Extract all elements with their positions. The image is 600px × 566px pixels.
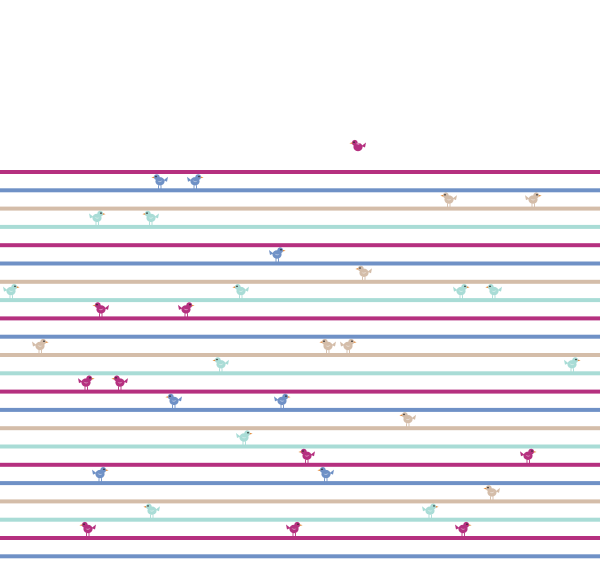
perched-bird-icon: [453, 284, 470, 299]
flying-bird-icon: [349, 138, 366, 152]
perched-bird-icon: [92, 467, 109, 482]
perched-bird-icon: [440, 192, 457, 208]
stripe-blue: [0, 261, 600, 266]
stripe-blue: [0, 481, 600, 486]
stripes: [0, 170, 600, 559]
stripe-mint: [0, 298, 600, 303]
birds: [3, 138, 581, 537]
stripe-magenta: [0, 316, 600, 321]
stripe-tan: [0, 279, 600, 284]
stripe-magenta: [0, 389, 600, 394]
perched-bird-icon: [286, 521, 303, 537]
perched-bird-icon: [422, 503, 439, 519]
stripe-blue: [0, 554, 600, 559]
perched-bird-icon: [151, 174, 168, 189]
stripe-mint: [0, 224, 600, 229]
perched-bird-icon: [92, 302, 109, 317]
perched-bird-icon: [187, 174, 204, 189]
perched-bird-icon: [212, 357, 229, 372]
perched-bird-icon: [317, 467, 334, 482]
perched-bird-icon: [564, 357, 581, 372]
perched-bird-icon: [143, 503, 160, 519]
perched-bird-icon: [483, 485, 500, 500]
perched-bird-icon: [89, 210, 106, 226]
stripe-blue: [0, 334, 600, 339]
stripe-blue: [0, 188, 600, 193]
stripe-tan: [0, 499, 600, 504]
perched-bird-icon: [298, 448, 315, 464]
stripe-mint: [0, 444, 600, 449]
perched-bird-icon: [355, 265, 372, 281]
perched-bird-icon: [232, 284, 249, 299]
perched-bird-icon: [525, 192, 542, 208]
perched-bird-icon: [178, 302, 195, 317]
stripe-tan: [0, 353, 600, 357]
perched-bird-icon: [79, 521, 96, 537]
perched-bird-icon: [236, 430, 253, 445]
stripe-tan: [0, 206, 600, 211]
stripe-magenta: [0, 462, 600, 467]
perched-bird-icon: [78, 375, 95, 391]
perched-bird-icon: [274, 393, 291, 409]
perched-bird-icon: [319, 338, 336, 354]
perched-bird-icon: [340, 338, 357, 354]
stripe-blue: [0, 407, 600, 412]
stripe-magenta: [0, 170, 600, 174]
stripe-tan: [0, 426, 600, 431]
stripe-mint: [0, 517, 600, 522]
perched-bird-icon: [269, 247, 286, 262]
perched-bird-icon: [165, 393, 182, 409]
perched-bird-icon: [111, 375, 128, 391]
perched-bird-icon: [455, 521, 472, 537]
perched-bird-icon: [399, 412, 416, 427]
perched-bird-icon: [142, 210, 159, 226]
stripe-magenta: [0, 243, 600, 248]
stripe-magenta: [0, 536, 600, 540]
stripe-mint: [0, 371, 600, 376]
perched-bird-icon: [520, 448, 537, 464]
perched-bird-icon: [485, 284, 502, 299]
perched-bird-icon: [3, 284, 20, 299]
perched-bird-icon: [32, 338, 49, 354]
